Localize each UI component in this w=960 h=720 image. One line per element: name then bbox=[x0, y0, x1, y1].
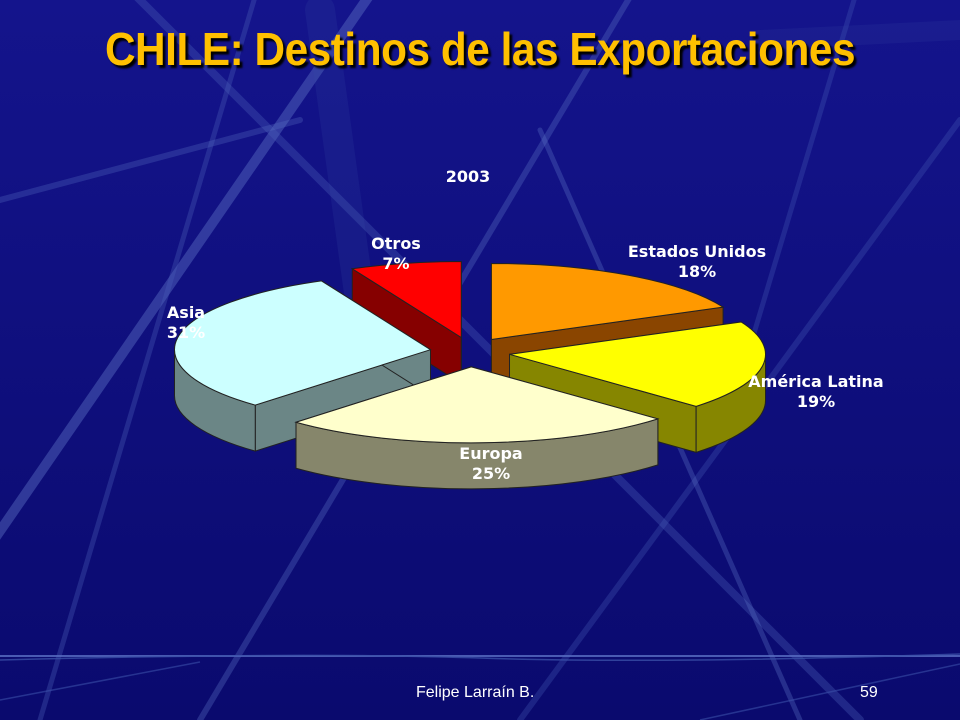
pie-slices bbox=[173, 261, 767, 490]
page-number: 59 bbox=[860, 684, 878, 701]
label-europa-name: Europa bbox=[459, 444, 522, 463]
slide-title: CHILE: Destinos de las Exportaciones bbox=[104, 23, 856, 75]
label-asia-value: 31% bbox=[167, 323, 205, 342]
footer-author: Felipe Larraín B. bbox=[416, 684, 535, 701]
label-america-latina-name: América Latina bbox=[748, 372, 883, 391]
label-america-latina-value: 19% bbox=[797, 392, 835, 411]
slice-america-latina-top bbox=[509, 321, 766, 407]
slice-estados-unidos-top bbox=[490, 262, 725, 341]
slice-otros bbox=[350, 261, 462, 385]
slice-europa-top bbox=[294, 366, 660, 444]
label-otros-value: 7% bbox=[382, 254, 409, 273]
label-estados-unidos-value: 18% bbox=[678, 262, 716, 281]
label-otros-name: Otros bbox=[371, 234, 421, 253]
footer-rule bbox=[0, 653, 960, 720]
label-europa-value: 25% bbox=[472, 464, 510, 483]
slice-otros-top bbox=[350, 261, 462, 339]
label-estados-unidos-name: Estados Unidos bbox=[628, 242, 766, 261]
slice-europa bbox=[294, 366, 660, 490]
label-asia-name: Asia bbox=[167, 303, 205, 322]
chart-title: 2003 bbox=[446, 167, 491, 186]
slice-asia-top bbox=[173, 280, 432, 406]
